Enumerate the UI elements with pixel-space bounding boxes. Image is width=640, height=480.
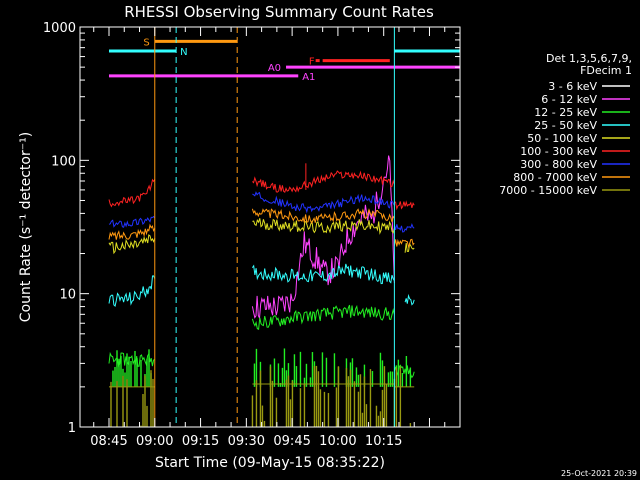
flag-label: N (180, 47, 187, 58)
x-tick-label: 08:45 (90, 434, 127, 449)
legend-label: 50 - 100 keV (527, 132, 597, 145)
legend-label: 300 - 800 keV (520, 158, 597, 171)
series-line (252, 218, 395, 235)
x-tick-label: 09:30 (228, 434, 265, 449)
x-tick-label: 09:00 (136, 434, 173, 449)
x-tick-label: 09:45 (273, 434, 310, 449)
series-line (251, 155, 395, 320)
series-line (108, 223, 156, 240)
series-line (108, 178, 156, 208)
legend-label: 6 - 12 keV (541, 93, 597, 106)
y-tick-label: 1000 (43, 21, 76, 36)
legend-header: FDecim 1 (580, 64, 632, 77)
series-line (251, 304, 395, 330)
flag-bars: S N F A0 A1 (108, 37, 460, 83)
series-line (108, 275, 156, 307)
series-line (108, 215, 156, 228)
y-tick-label: 100 (51, 154, 76, 169)
legend-label: 3 - 6 keV (548, 80, 597, 93)
series-line (252, 170, 395, 194)
legend-label: 800 - 7000 keV (513, 171, 597, 184)
chart-title: RHESSI Observing Summary Count Rates (124, 3, 434, 21)
legend-label: 7000 - 15000 keV (499, 184, 597, 197)
x-tick-label: 09:15 (182, 434, 219, 449)
series-line (252, 191, 395, 214)
series-line (251, 208, 395, 225)
y-tick-label: 10 (59, 288, 76, 303)
series-line (251, 159, 395, 342)
series-line (404, 293, 415, 306)
x-axis: 08:45 09:00 09:15 09:30 09:45 10:00 10:15 (90, 27, 461, 449)
series-line (108, 234, 156, 255)
series-line (393, 222, 415, 233)
series-line (251, 263, 395, 285)
y-tick-label: 1 (68, 421, 76, 436)
flag-label: A1 (302, 72, 315, 83)
legend-header: Det 1,3,5,6,7,9, (546, 52, 632, 65)
series-line (393, 238, 415, 249)
generated-timestamp: 25-Oct-2021 20:39 (561, 469, 637, 478)
legend-label: 25 - 50 keV (534, 119, 597, 132)
legend-label: 100 - 300 keV (520, 145, 597, 158)
x-tick-label: 10:00 (319, 434, 356, 449)
x-axis-label: Start Time (09-May-15 08:35:22) (155, 455, 385, 471)
data-series (108, 155, 415, 427)
x-tick-label: 10:15 (365, 434, 402, 449)
flag-label: S (143, 37, 149, 48)
flag-label: F (309, 57, 315, 68)
legend-label: 12 - 25 keV (534, 106, 597, 119)
y-axis-label: Count Rate (s⁻¹ detector⁻¹) (18, 132, 34, 322)
flag-label: A0 (268, 63, 281, 74)
y-axis: 1 10 100 1000 (43, 21, 460, 436)
plot-frame (79, 26, 461, 428)
series-line (394, 200, 415, 211)
